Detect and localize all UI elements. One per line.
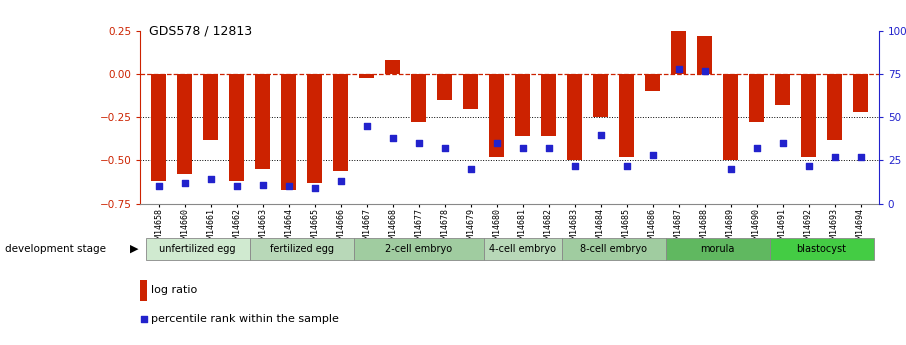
Text: 4-cell embryo: 4-cell embryo (489, 244, 556, 254)
Bar (411, 74, 426, 122)
Bar (464, 74, 477, 109)
Point (853, 154, 868, 160)
Bar (620, 74, 634, 157)
Bar (438, 74, 452, 100)
Point (698, 68, 712, 73)
Point (802, 163, 816, 168)
Point (333, 178, 348, 184)
Text: development stage: development stage (5, 244, 105, 254)
Bar (749, 74, 764, 122)
Bar (360, 74, 374, 78)
Bar (484, 238, 562, 260)
Point (438, 146, 452, 151)
Text: morula: morula (700, 244, 735, 254)
Bar (178, 74, 192, 174)
Bar (151, 74, 166, 181)
Point (723, 166, 737, 172)
Point (645, 152, 660, 158)
Text: percentile rank within the sample: percentile rank within the sample (150, 314, 339, 324)
Point (620, 163, 634, 168)
Point (749, 146, 764, 151)
Point (178, 180, 192, 186)
Bar (666, 238, 769, 260)
Bar (645, 74, 660, 91)
Bar (516, 74, 530, 136)
Bar (776, 74, 790, 105)
Point (151, 184, 166, 189)
Text: unfertilized egg: unfertilized egg (159, 244, 236, 254)
Point (463, 166, 477, 172)
Bar (567, 74, 582, 160)
Point (593, 132, 608, 137)
Bar (724, 74, 737, 160)
Bar (353, 238, 484, 260)
Point (203, 177, 217, 182)
Bar (853, 74, 868, 112)
Bar (307, 74, 322, 183)
Point (282, 184, 296, 189)
Bar (229, 74, 244, 181)
Bar (593, 74, 608, 117)
Point (671, 66, 686, 72)
Bar (385, 60, 400, 74)
Bar (204, 74, 217, 140)
Bar (333, 74, 348, 171)
Bar (562, 238, 666, 260)
Bar (542, 74, 555, 136)
Bar (489, 74, 504, 157)
Bar (140, 280, 148, 301)
Text: GDS578 / 12813: GDS578 / 12813 (149, 24, 253, 37)
Text: fertilized egg: fertilized egg (270, 244, 333, 254)
Point (776, 140, 790, 146)
Text: 8-cell embryo: 8-cell embryo (580, 244, 647, 254)
Point (360, 123, 374, 129)
Bar (282, 74, 295, 190)
Point (567, 163, 582, 168)
Point (307, 185, 322, 191)
Bar (698, 36, 712, 74)
Point (255, 182, 270, 187)
Bar (255, 74, 270, 169)
Bar (769, 238, 873, 260)
Point (827, 154, 842, 160)
Text: ▶: ▶ (130, 244, 138, 254)
Text: blastocyst: blastocyst (796, 244, 846, 254)
Point (516, 146, 530, 151)
Bar (827, 74, 842, 140)
Point (542, 146, 556, 151)
Point (489, 140, 504, 146)
Point (385, 135, 400, 141)
Bar (250, 238, 353, 260)
Point (229, 184, 244, 189)
Bar (802, 74, 815, 157)
Text: 2-cell embryo: 2-cell embryo (385, 244, 452, 254)
Bar (146, 238, 250, 260)
Text: log ratio: log ratio (150, 285, 197, 295)
Point (411, 140, 426, 146)
Point (321, 190, 335, 196)
Bar (671, 31, 686, 74)
